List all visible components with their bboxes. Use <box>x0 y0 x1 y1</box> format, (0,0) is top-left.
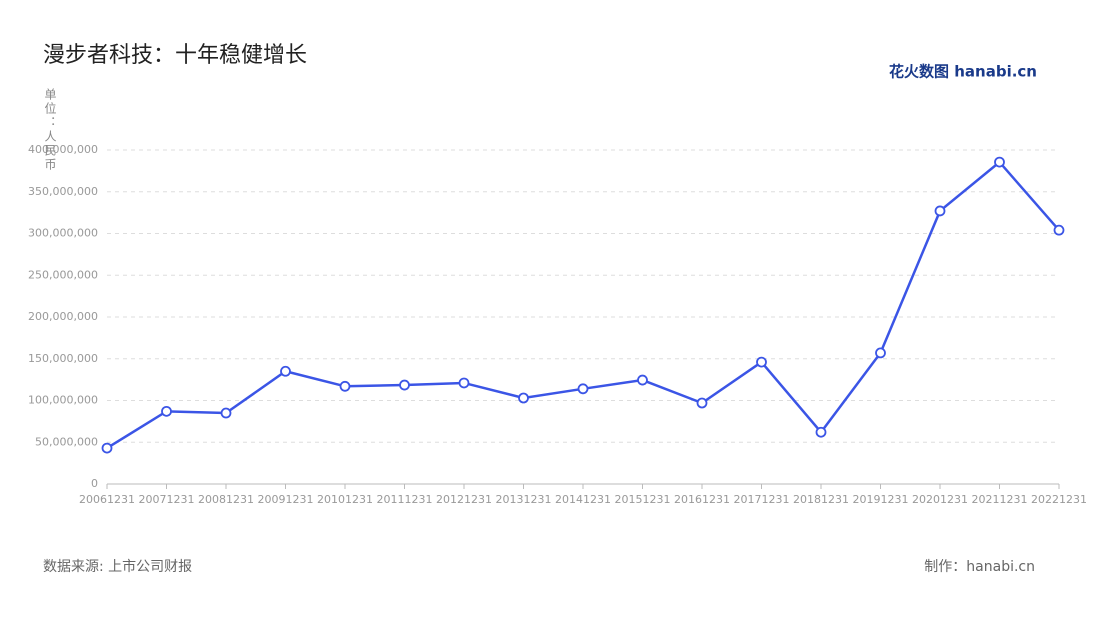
x-tick-label: 20211231 <box>972 493 1028 506</box>
point <box>220 407 232 419</box>
x-tick-label: 20201231 <box>912 493 968 506</box>
x-tick-label: 20181231 <box>793 493 849 506</box>
x-tick-label: 20101231 <box>317 493 373 506</box>
point <box>994 156 1005 168</box>
x-tick-label: 20121231 <box>436 493 492 506</box>
x-tick-label: 20151231 <box>615 493 671 506</box>
y-tick-label: 200,000,000 <box>28 310 98 323</box>
y-tick-label: 300,000,000 <box>28 227 98 240</box>
point <box>101 442 113 454</box>
credit: 制作：hanabi.cn <box>924 559 1035 575</box>
point <box>637 374 648 386</box>
x-tick-label: 20221231 <box>1031 493 1087 506</box>
line <box>106 160 1060 450</box>
point <box>577 383 589 395</box>
x-tick-label: 20161231 <box>674 493 730 506</box>
x-tick-label: 20061231 <box>79 493 135 506</box>
x-tick-label: 20071231 <box>139 493 195 506</box>
y-tick-label: 250,000,000 <box>28 268 98 281</box>
point <box>815 426 827 438</box>
point <box>1053 224 1065 236</box>
point <box>280 365 291 377</box>
point <box>696 397 708 409</box>
x-tick-label: 20171231 <box>734 493 790 506</box>
logo: 花火数图 hanabi.cn <box>889 63 1037 81</box>
y-tick-label: 350,000,000 <box>28 185 98 198</box>
y-tick-label: 50,000,000 <box>35 435 98 448</box>
x-tick-label: 20131231 <box>496 493 552 506</box>
source: 数据来源: 上市公司财报 <box>43 558 192 575</box>
y-axis-label: 单位：人民币 <box>43 88 57 172</box>
x-tick-label: 20091231 <box>258 493 314 506</box>
point <box>458 377 470 389</box>
x-tick-label: 20111231 <box>377 493 433 506</box>
y-tick-label: 150,000,000 <box>28 352 98 365</box>
point <box>399 379 410 391</box>
point <box>756 356 767 368</box>
y-tick-label: 400,000,000 <box>28 143 98 156</box>
y-tick-label: 100,000,000 <box>28 394 98 407</box>
point <box>934 205 946 217</box>
chart-title: 漫步者科技：十年稳健增长 <box>43 43 307 68</box>
x-tick-label: 20141231 <box>555 493 611 506</box>
x-tick-label: 20191231 <box>853 493 909 506</box>
point <box>518 392 529 404</box>
y-tick-label: 0 <box>91 477 98 490</box>
point <box>875 347 886 359</box>
x-tick-label: 20081231 <box>198 493 254 506</box>
point <box>161 405 172 417</box>
point <box>339 380 351 392</box>
